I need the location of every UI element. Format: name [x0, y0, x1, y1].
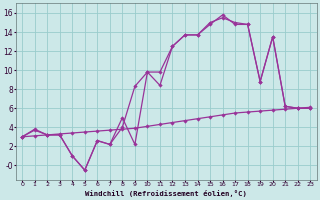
X-axis label: Windchill (Refroidissement éolien,°C): Windchill (Refroidissement éolien,°C) [85, 190, 247, 197]
